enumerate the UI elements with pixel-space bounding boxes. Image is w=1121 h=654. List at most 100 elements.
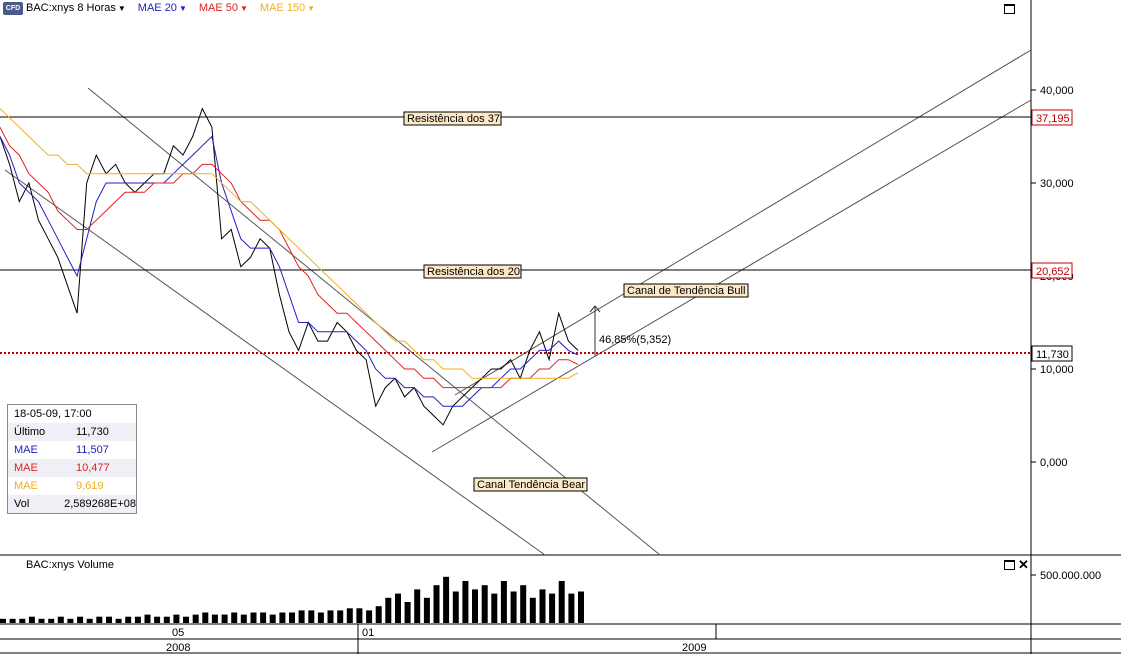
series-line-2 xyxy=(0,126,579,389)
volume-bar xyxy=(395,593,401,623)
price-label-37: 37,195 xyxy=(1036,113,1070,125)
time-label-05: 05 xyxy=(172,627,184,639)
volume-bar xyxy=(452,591,459,623)
dropdown-arrow-icon: ▼ xyxy=(240,4,248,13)
info-row-mae20: MAE 11,507 xyxy=(8,441,136,459)
volume-bar xyxy=(38,618,45,623)
mae50-label: MAE 50 xyxy=(198,2,238,14)
info-value: 2,589268E+08 xyxy=(64,498,136,510)
y-tick-label: 0,000 xyxy=(1040,457,1068,469)
volume-bar xyxy=(0,618,6,623)
symbol-label: BAC:xnys 8 Horas xyxy=(26,2,116,14)
y-tick-label: 40,000 xyxy=(1040,85,1074,97)
dropdown-arrow-icon: ▼ xyxy=(307,4,316,13)
volume-bar xyxy=(529,597,536,623)
volume-bar xyxy=(183,616,189,623)
volume-bar xyxy=(414,589,421,623)
volume-bar xyxy=(134,616,141,623)
mae20-dropdown[interactable]: MAE 20 ▼ xyxy=(138,2,187,14)
info-date: 18-05-09, 17:00 xyxy=(14,408,92,420)
mae150-dropdown[interactable]: MAE 150 ▼ xyxy=(260,2,315,14)
maximize-price-pane-icon[interactable] xyxy=(1004,4,1015,14)
mae50-dropdown[interactable]: MAE 50 ▼ xyxy=(199,2,248,14)
volume-axis-label: 500.000.000 xyxy=(1040,570,1101,582)
time-label-2009: 2009 xyxy=(682,642,706,654)
close-volume-pane-icon[interactable]: ✕ xyxy=(1018,557,1029,572)
info-label: Último xyxy=(14,426,46,438)
volume-bar xyxy=(86,618,93,623)
info-row-last: Último 11,730 xyxy=(8,423,136,441)
volume-bar xyxy=(231,612,238,623)
info-value: 10,477 xyxy=(76,462,110,474)
info-value: 9,619 xyxy=(76,480,104,492)
volume-bar xyxy=(375,606,382,623)
volume-bar xyxy=(279,612,286,623)
info-row-mae150: MAE 9,619 xyxy=(8,477,136,495)
volume-bar xyxy=(385,597,392,623)
symbol-dropdown[interactable]: BAC:xnys 8 Horas ▼ xyxy=(26,2,126,14)
info-box: 18-05-09, 17:00 Último 11,730 MAE 11,507… xyxy=(7,404,137,514)
volume-bar xyxy=(260,612,267,623)
dropdown-arrow-icon: ▼ xyxy=(117,4,126,13)
volume-bar xyxy=(539,589,546,623)
price-label-last: 11,730 xyxy=(1036,349,1069,361)
volume-bar xyxy=(240,614,247,623)
volume-bar xyxy=(154,616,161,623)
volume-bar xyxy=(462,581,469,623)
volume-bar xyxy=(558,581,565,623)
volume-bar xyxy=(308,610,315,623)
y-tick-label: 10,000 xyxy=(1040,364,1074,376)
volume-bar xyxy=(289,612,295,623)
mae150-label: MAE 150 xyxy=(259,2,306,14)
info-label: MAE xyxy=(14,444,38,456)
volume-bar xyxy=(520,585,527,623)
volume-bar xyxy=(211,614,218,623)
volume-bar xyxy=(28,616,35,623)
volume-bar xyxy=(433,585,440,623)
maximize-volume-pane-icon[interactable] xyxy=(1004,560,1015,570)
volume-bar xyxy=(317,612,324,623)
volume-bar xyxy=(202,612,209,623)
volume-bar xyxy=(57,616,64,623)
info-value: 11,730 xyxy=(76,426,109,438)
volume-bar xyxy=(337,610,344,623)
chart-header: BAC:xnys 8 Horas ▼ MAE 20 ▼ MAE 50 ▼ MAE 15… xyxy=(26,2,315,14)
volume-bar xyxy=(366,610,373,623)
volume-bar xyxy=(106,616,112,623)
volume-bar xyxy=(250,612,257,623)
info-label: Vol xyxy=(14,498,30,510)
volume-bar xyxy=(125,616,132,623)
volume-bar xyxy=(173,614,180,623)
volume-bar xyxy=(472,589,478,623)
y-tick-label: 30,000 xyxy=(1040,178,1074,190)
info-row-vol: Vol 2,589268E+08 xyxy=(8,495,136,513)
volume-bar xyxy=(578,591,584,623)
series-line-3 xyxy=(0,108,579,379)
volume-bar xyxy=(327,610,334,623)
volume-bar xyxy=(404,602,411,623)
volume-bar xyxy=(443,576,450,623)
volume-bar xyxy=(568,593,575,623)
resistance-37-label: Resistência dos 37 xyxy=(407,113,500,125)
volume-bar xyxy=(77,616,84,623)
time-label-2008: 2008 xyxy=(166,642,190,654)
info-row-mae50: MAE 10,477 xyxy=(8,459,136,477)
info-value: 11,507 xyxy=(76,444,109,456)
volume-bar xyxy=(144,614,151,623)
volume-bar xyxy=(491,593,498,623)
volume-bar xyxy=(96,616,103,623)
volume-bar xyxy=(298,610,305,623)
bull-channel-upper xyxy=(454,49,1032,396)
dropdown-arrow-icon: ▼ xyxy=(178,4,187,13)
volume-bar xyxy=(192,614,199,623)
volume-pane-title: BAC:xnys Volume xyxy=(26,559,115,571)
volume-bar xyxy=(221,614,228,623)
measure-label: 46,85%(5,352) xyxy=(599,334,671,346)
volume-bar xyxy=(500,581,507,623)
volume-bar xyxy=(67,618,74,623)
volume-bar xyxy=(9,618,16,623)
resistance-20-label: Resistência dos 20 xyxy=(427,266,520,278)
volume-bar xyxy=(19,618,26,623)
info-label: MAE xyxy=(14,480,38,492)
bear-channel-lower xyxy=(4,169,546,556)
